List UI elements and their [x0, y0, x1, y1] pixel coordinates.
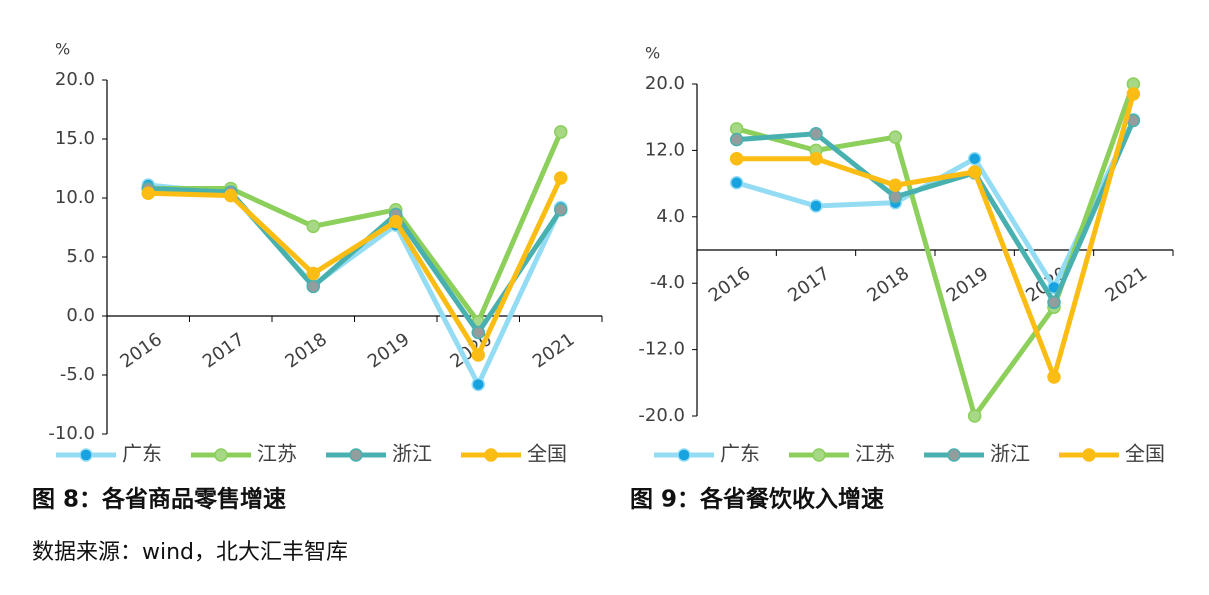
x-tick-label: 2017	[199, 329, 249, 372]
legend-label: 全国	[1125, 442, 1165, 466]
x-tick-label: 2017	[784, 263, 834, 306]
legend-marker	[484, 448, 498, 462]
point	[888, 130, 903, 144]
y-tick-label: -5.0	[60, 364, 95, 385]
series-line	[148, 130, 564, 325]
series-line	[736, 93, 1136, 380]
point	[306, 279, 320, 294]
point	[729, 151, 744, 166]
point	[306, 219, 320, 234]
point	[141, 186, 155, 201]
y-tick-label: -10.0	[48, 423, 95, 444]
legend-marker	[1082, 448, 1096, 462]
y-tick-label: -12.0	[638, 339, 685, 360]
point	[809, 151, 823, 166]
legend-label: 江苏	[855, 442, 895, 466]
chart-title: 图 9：各省餐饮收入增速	[630, 486, 884, 513]
point	[729, 132, 744, 147]
y-unit: %	[645, 44, 660, 63]
point	[471, 377, 485, 392]
y-tick-label: 10.0	[55, 187, 95, 208]
point	[967, 165, 982, 179]
y-tick-label: 0.0	[66, 305, 95, 326]
legend-label: 浙江	[990, 442, 1030, 466]
point	[1126, 87, 1141, 101]
legend-marker	[812, 448, 826, 462]
point	[554, 171, 568, 185]
point	[1047, 295, 1061, 310]
legend-label: 全国	[527, 442, 567, 466]
y-tick-label: -20.0	[638, 405, 685, 426]
x-tick-label: 2016	[116, 329, 166, 372]
point	[554, 125, 568, 139]
point	[554, 203, 568, 217]
legend-label: 广东	[122, 442, 162, 466]
point	[967, 151, 982, 166]
x-tick-label: 2019	[943, 263, 993, 306]
point	[306, 266, 320, 281]
y-tick-label: -4.0	[650, 272, 685, 293]
legend-label: 浙江	[392, 442, 432, 466]
point	[224, 188, 238, 203]
series-line	[148, 176, 564, 358]
point	[888, 178, 903, 193]
x-tick-label: 2021	[529, 329, 579, 372]
legend-marker	[349, 448, 363, 462]
x-tick-label: 2019	[364, 329, 414, 372]
y-tick-label: 12.0	[645, 139, 685, 160]
point	[888, 190, 903, 204]
legend-marker	[214, 448, 228, 462]
point	[471, 348, 485, 362]
source: 数据来源：wind，北大汇丰智库	[32, 540, 348, 565]
y-unit: %	[55, 40, 70, 59]
point	[729, 176, 744, 190]
point	[1047, 370, 1061, 384]
y-tick-label: 5.0	[66, 246, 95, 267]
legend-marker	[677, 448, 691, 462]
y-tick-label: 20.0	[645, 73, 685, 94]
x-tick-label: 2021	[1101, 263, 1151, 306]
legend-marker	[947, 448, 961, 462]
y-tick-label: 4.0	[656, 206, 685, 227]
point	[967, 409, 982, 423]
point	[809, 199, 823, 213]
chart-title: 图 8：各省商品零售增速	[32, 486, 286, 513]
y-tick-label: 15.0	[55, 128, 95, 149]
legend-label: 广东	[720, 442, 760, 466]
legend-label: 江苏	[257, 442, 297, 466]
x-tick-label: 2018	[281, 329, 331, 372]
y-tick-label: 20.0	[55, 69, 95, 90]
series-line	[736, 119, 1136, 305]
x-tick-label: 2016	[705, 263, 755, 306]
point	[471, 325, 485, 340]
point	[389, 214, 403, 229]
point	[809, 127, 823, 141]
legend-marker	[79, 448, 93, 462]
x-tick-label: 2018	[863, 263, 913, 306]
